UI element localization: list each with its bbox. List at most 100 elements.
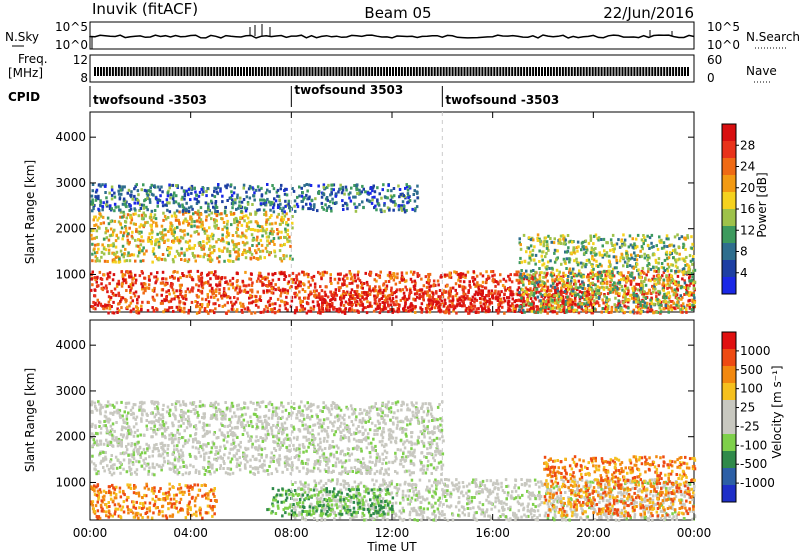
freq-bar (446, 67, 448, 76)
heatmap-cell (123, 252, 126, 255)
heatmap-cell (637, 268, 640, 271)
heatmap-cell (640, 304, 643, 307)
heatmap-cell (126, 216, 129, 219)
heatmap-cell (656, 244, 659, 247)
heatmap-cell (533, 292, 536, 295)
heatmap-cell (544, 240, 547, 243)
heatmap-cell (611, 308, 614, 311)
heatmap-cell (273, 237, 276, 240)
heatmap-cell (629, 264, 632, 267)
heatmap-cell (606, 282, 609, 285)
heatmap-cell (258, 272, 261, 275)
heatmap-cell (481, 306, 484, 309)
heatmap-cell (562, 238, 565, 241)
heatmap-cell (567, 234, 570, 237)
heatmap-cell (556, 299, 559, 302)
heatmap-cell (198, 284, 201, 287)
heatmap-cell (545, 252, 548, 255)
heatmap-cell (577, 286, 580, 289)
heatmap-cell (321, 202, 324, 205)
heatmap-cell (229, 279, 232, 282)
heatmap-cell (630, 254, 633, 257)
heatmap-cell (230, 183, 233, 186)
heatmap-cell (668, 244, 671, 247)
heatmap-cell (315, 289, 318, 292)
heatmap-cell (134, 294, 137, 297)
heatmap-cell (314, 294, 317, 297)
heatmap-cell (143, 204, 146, 207)
heatmap-cell (636, 311, 639, 314)
heatmap-cell (249, 294, 252, 297)
heatmap-cell (541, 259, 544, 262)
heatmap-cell (636, 258, 639, 261)
heatmap-cell (585, 297, 588, 300)
heatmap-cell (667, 237, 670, 240)
heatmap-cell (116, 311, 119, 314)
heatmap-cell (209, 284, 212, 287)
heatmap-cell (614, 286, 617, 289)
heatmap-cell (301, 195, 304, 198)
heatmap-cell (174, 231, 177, 234)
heatmap-cell (122, 234, 125, 237)
heatmap-cell (342, 278, 345, 281)
heatmap-cell (420, 278, 423, 281)
heatmap-cell (141, 285, 144, 288)
freq-bar (371, 67, 373, 76)
heatmap-cell (421, 308, 424, 311)
heatmap-cell (235, 287, 238, 290)
freq-bar (198, 67, 200, 76)
heatmap-cell (349, 272, 352, 275)
heatmap-cell (96, 251, 99, 254)
heatmap-cell (222, 305, 225, 308)
heatmap-cell (645, 306, 648, 309)
heatmap-cell (595, 273, 598, 276)
heatmap-cell (165, 283, 168, 286)
heatmap-cell (635, 300, 638, 303)
heatmap-cell (317, 185, 320, 188)
heatmap-cell (552, 307, 555, 310)
colorbar-swatch (722, 141, 736, 158)
heatmap-cell (508, 277, 511, 280)
heatmap-cell (610, 279, 613, 282)
heatmap-cell (612, 288, 615, 291)
heatmap-cell (175, 194, 178, 197)
heatmap-cell (584, 287, 587, 290)
heatmap-cell (256, 280, 259, 283)
heatmap-cell (670, 274, 673, 277)
heatmap-cell (349, 301, 352, 304)
heatmap-cell (307, 310, 310, 313)
freq-bar (505, 67, 507, 76)
heatmap-cell (571, 306, 574, 309)
heatmap-cell (483, 303, 486, 306)
heatmap-cell (129, 204, 132, 207)
heatmap-cell (407, 192, 410, 195)
heatmap-cell (673, 293, 676, 296)
heatmap-cell (453, 270, 456, 273)
heatmap-cell (457, 299, 460, 302)
heatmap-cell (160, 302, 163, 305)
heatmap-cell (603, 288, 606, 291)
heatmap-cell (568, 307, 571, 310)
freq-bar (273, 67, 275, 76)
heatmap-cell (196, 294, 199, 297)
velocity-cells (90, 320, 696, 522)
heatmap-cell (226, 227, 229, 230)
heatmap-cell (574, 302, 577, 305)
heatmap-cell (622, 277, 625, 280)
heatmap-cell (654, 288, 657, 291)
freq-bar (294, 67, 296, 76)
heatmap-cell (534, 277, 537, 280)
heatmap-cell (118, 283, 121, 286)
heatmap-cell (162, 219, 165, 222)
heatmap-cell (461, 285, 464, 288)
heatmap-cell (189, 239, 192, 242)
heatmap-cell (131, 253, 134, 256)
heatmap-cell (203, 253, 206, 256)
heatmap-cell (167, 247, 170, 250)
heatmap-cell (652, 253, 655, 256)
heatmap-cell (273, 187, 276, 190)
heatmap-cell (130, 221, 133, 224)
heatmap-cell (245, 229, 248, 232)
heatmap-cell (149, 232, 152, 235)
heatmap-cell (314, 283, 317, 286)
